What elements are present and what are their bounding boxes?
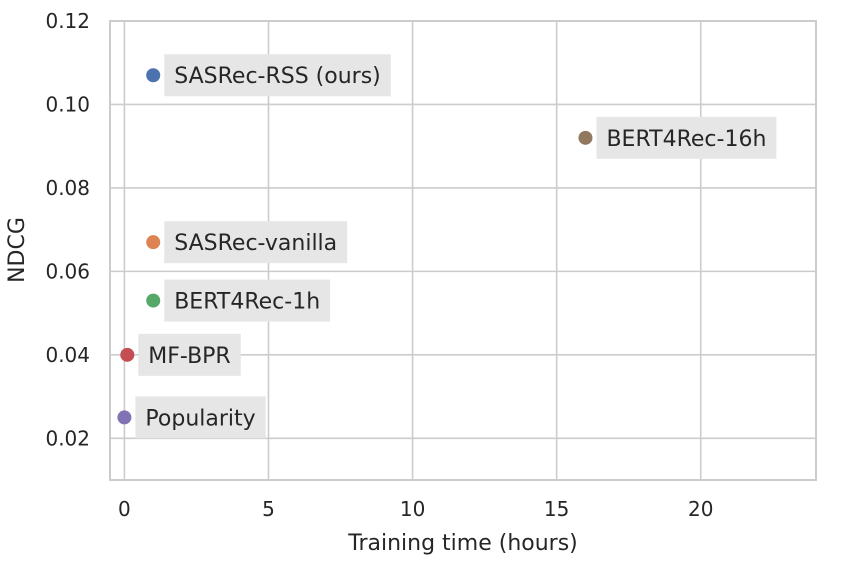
point-label-box [164, 279, 331, 322]
scatter-point-group: BERT4Rec-16h [578, 116, 777, 159]
scatter-point-group: MF-BPR [120, 333, 241, 376]
scatter-point [146, 293, 161, 308]
point-label-box [135, 396, 266, 439]
scatter-point-group: BERT4Rec-1h [146, 279, 331, 322]
y-tick-label: 0.12 [45, 9, 90, 33]
point-label-box [164, 221, 348, 264]
x-tick-label: 15 [544, 497, 569, 521]
data-points: SASRec-RSS (ours) BERT4Rec-16h SASRec-vani… [117, 54, 777, 439]
x-tick-label: 0 [118, 497, 131, 521]
y-tick-label: 0.10 [45, 92, 90, 116]
scatter-point [117, 410, 132, 425]
point-label: Popularity [145, 406, 255, 431]
scatter-point [578, 130, 593, 145]
scatter-point [146, 68, 161, 83]
point-label-box [596, 116, 777, 159]
point-label: SASRec-RSS (ours) [174, 64, 381, 89]
x-axis-ticks: 0 5 10 15 20 [118, 497, 713, 521]
y-tick-label: 0.06 [45, 259, 90, 283]
scatter-point-group: Popularity [117, 396, 266, 439]
plot-frame [109, 20, 817, 481]
y-tick-label: 0.02 [45, 426, 90, 450]
x-tick-label: 20 [688, 497, 713, 521]
scatter-point-group: SASRec-RSS (ours) [146, 54, 391, 97]
scatter-point [146, 235, 161, 250]
x-tick-label: 5 [262, 497, 275, 521]
point-label-box [138, 333, 241, 376]
point-label: MF-BPR [148, 344, 230, 369]
scatter-point-group: SASRec-vanilla [146, 221, 348, 264]
point-label-box [164, 54, 391, 97]
point-label: SASRec-vanilla [174, 231, 337, 256]
point-label: BERT4Rec-1h [174, 290, 320, 315]
y-tick-label: 0.04 [45, 343, 90, 367]
x-axis-label: Training time (hours) [347, 531, 578, 556]
y-tick-label: 0.08 [45, 176, 90, 200]
scatter-point [120, 347, 135, 362]
y-axis-ticks: 0.02 0.04 0.06 0.08 0.10 0.12 [45, 9, 90, 450]
y-axis-label: NDCG [5, 217, 30, 283]
x-tick-label: 10 [400, 497, 425, 521]
point-label: BERT4Rec-16h [606, 127, 766, 152]
